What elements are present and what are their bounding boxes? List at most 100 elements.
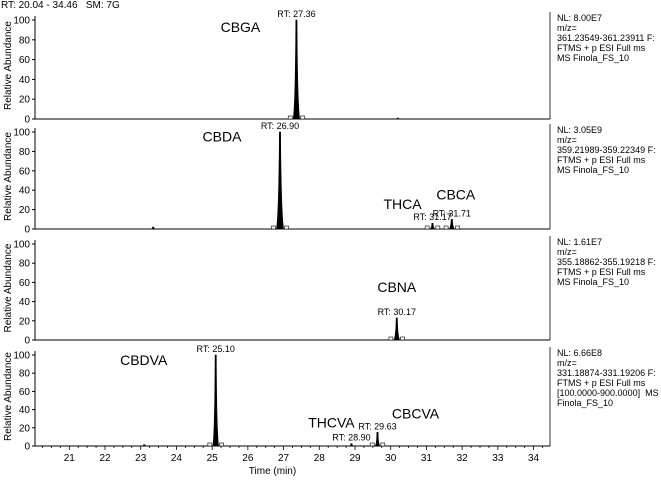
peak-rt-label: RT: 29.63 bbox=[358, 421, 396, 431]
x-tick-label: 22 bbox=[99, 453, 111, 464]
normalization-level: NL: 3.05E9 bbox=[557, 125, 603, 135]
peak-area bbox=[276, 131, 284, 230]
peak: RT: 28.90 THCVA bbox=[308, 415, 371, 447]
peak-start-marker bbox=[271, 225, 276, 230]
peak-start-marker bbox=[424, 225, 430, 230]
scan-filter-line: 355.18862-355.19218 F: bbox=[557, 257, 656, 267]
scan-filter-line: MS Finola_FS_10 bbox=[557, 165, 630, 175]
y-tick-label: 0 bbox=[24, 336, 30, 347]
peak-area bbox=[292, 19, 300, 120]
x-tick-label: 33 bbox=[492, 453, 504, 464]
y-tick-label: 0 bbox=[24, 225, 30, 236]
y-tick-label: 60 bbox=[19, 278, 31, 289]
compound-name-label: CBDA bbox=[203, 128, 243, 144]
peak-rt-label: RT: 30.17 bbox=[378, 307, 416, 317]
peak: RT: 26.90 CBDA bbox=[203, 121, 299, 230]
x-tick-label: 27 bbox=[278, 453, 290, 464]
peak-rt-label: RT: 25.10 bbox=[197, 344, 235, 354]
y-tick-label: 60 bbox=[19, 166, 31, 177]
compound-name-label: CBNA bbox=[377, 279, 417, 295]
y-tick-label: 20 bbox=[19, 205, 31, 216]
peak-end-marker bbox=[300, 115, 305, 120]
scan-filter-line: 361.23549-361.23911 F: bbox=[557, 33, 655, 43]
scan-filter-line: FTMS + p ESI Full ms bbox=[557, 43, 646, 53]
y-axis-label: Relative Abundance bbox=[3, 132, 14, 221]
scan-filter-line: m/z= bbox=[557, 135, 577, 145]
x-tick-label: 31 bbox=[421, 453, 433, 464]
y-tick-label: 40 bbox=[19, 186, 31, 197]
peak-rt-label: RT: 28.90 bbox=[332, 433, 370, 443]
x-tick-label: 24 bbox=[171, 453, 183, 464]
peak: RT: 31.71 CBCA bbox=[433, 186, 476, 230]
trace-info-panel: NL: 8.00E7 m/z= 361.23549-361.23911 F: FTMS… bbox=[557, 13, 655, 63]
peak-area bbox=[374, 432, 381, 447]
y-tick-label: 40 bbox=[19, 297, 31, 308]
x-tick-label: 32 bbox=[457, 453, 469, 464]
smoothing-label: SM: 7G bbox=[85, 0, 120, 11]
peak-start-marker bbox=[443, 225, 449, 230]
scan-filter-line: FTMS + p ESI Full ms bbox=[557, 155, 646, 165]
y-tick-label: 80 bbox=[19, 147, 31, 158]
y-tick-label: 100 bbox=[13, 16, 30, 27]
y-tick-label: 0 bbox=[24, 442, 30, 453]
x-tick-label: 26 bbox=[242, 453, 254, 464]
peak-end-marker bbox=[435, 225, 441, 230]
peak-end-marker bbox=[455, 225, 460, 230]
trace-info-panel: NL: 1.61E7 m/z= 355.18862-355.19218 F: FTMS… bbox=[557, 237, 656, 287]
normalization-level: NL: 8.00E7 bbox=[557, 13, 603, 23]
y-tick-label: 100 bbox=[13, 240, 30, 251]
x-tick-label: 29 bbox=[349, 453, 361, 464]
normalization-level: NL: 6.66E8 bbox=[557, 348, 603, 358]
peak-area bbox=[393, 317, 401, 341]
peak-rt-label: RT: 26.90 bbox=[261, 121, 299, 131]
y-tick-label: 40 bbox=[19, 405, 31, 416]
rt-range-label: RT: 20.04 - 34.46 bbox=[1, 0, 78, 11]
scan-filter-line: [100.0000-900.0000] MS bbox=[557, 388, 659, 398]
scan-filter-line: m/z= bbox=[557, 247, 577, 257]
compound-name-label: THCVA bbox=[308, 415, 355, 431]
scan-filter-line: FTMS + p ESI Full ms bbox=[557, 267, 646, 277]
compound-name-label: CBGA bbox=[221, 19, 261, 35]
peak-start-marker bbox=[287, 115, 293, 120]
compound-name-label: CBDVA bbox=[120, 352, 168, 368]
scan-filter-line: m/z= bbox=[557, 23, 577, 33]
compound-name-label: CBCA bbox=[436, 186, 476, 202]
x-tick-label: 28 bbox=[314, 453, 326, 464]
scan-filter-line: Finola_FS_10 bbox=[557, 398, 614, 408]
peak-end-marker bbox=[284, 225, 289, 230]
scan-filter-line: 359.21989-359.22349 F: bbox=[557, 145, 656, 155]
peak-rt-label: RT: 31.71 bbox=[433, 208, 471, 218]
peak-area bbox=[142, 444, 147, 447]
scan-filter-line: FTMS + p ESI Full ms bbox=[557, 378, 646, 388]
peak bbox=[396, 117, 400, 120]
chromatogram-header: RT: 20.04 - 34.46 SM: 7G bbox=[1, 0, 120, 12]
compound-name-label: THCA bbox=[383, 196, 422, 212]
y-tick-label: 20 bbox=[19, 95, 31, 106]
scan-filter-line: MS Finola_FS_10 bbox=[557, 277, 630, 287]
y-axis-label: Relative Abundance bbox=[3, 21, 14, 110]
peak-end-marker bbox=[380, 442, 386, 447]
peak-start-marker bbox=[369, 442, 375, 447]
y-axis-label: Relative Abundance bbox=[3, 243, 14, 332]
x-tick-label: 34 bbox=[528, 453, 540, 464]
peak-rt-label: RT: 31.17 bbox=[413, 212, 451, 222]
peak-area bbox=[349, 443, 354, 447]
peak-end-marker bbox=[400, 336, 405, 341]
scan-filter-line: m/z= bbox=[557, 358, 577, 368]
peak-start-marker bbox=[388, 336, 394, 341]
x-tick-label: 23 bbox=[135, 453, 147, 464]
x-axis-label: Time (min) bbox=[249, 466, 296, 477]
peak-rt-label: RT: 27.36 bbox=[277, 9, 315, 19]
peak-area bbox=[448, 219, 456, 230]
trace-info-panel: NL: 3.05E9 m/z= 359.21989-359.22349 F: FTMS… bbox=[557, 125, 656, 175]
y-tick-label: 20 bbox=[19, 423, 31, 434]
peak-start-marker bbox=[207, 442, 213, 447]
x-tick-label: 30 bbox=[385, 453, 397, 464]
y-tick-label: 80 bbox=[19, 369, 31, 380]
peak-area bbox=[429, 222, 436, 230]
